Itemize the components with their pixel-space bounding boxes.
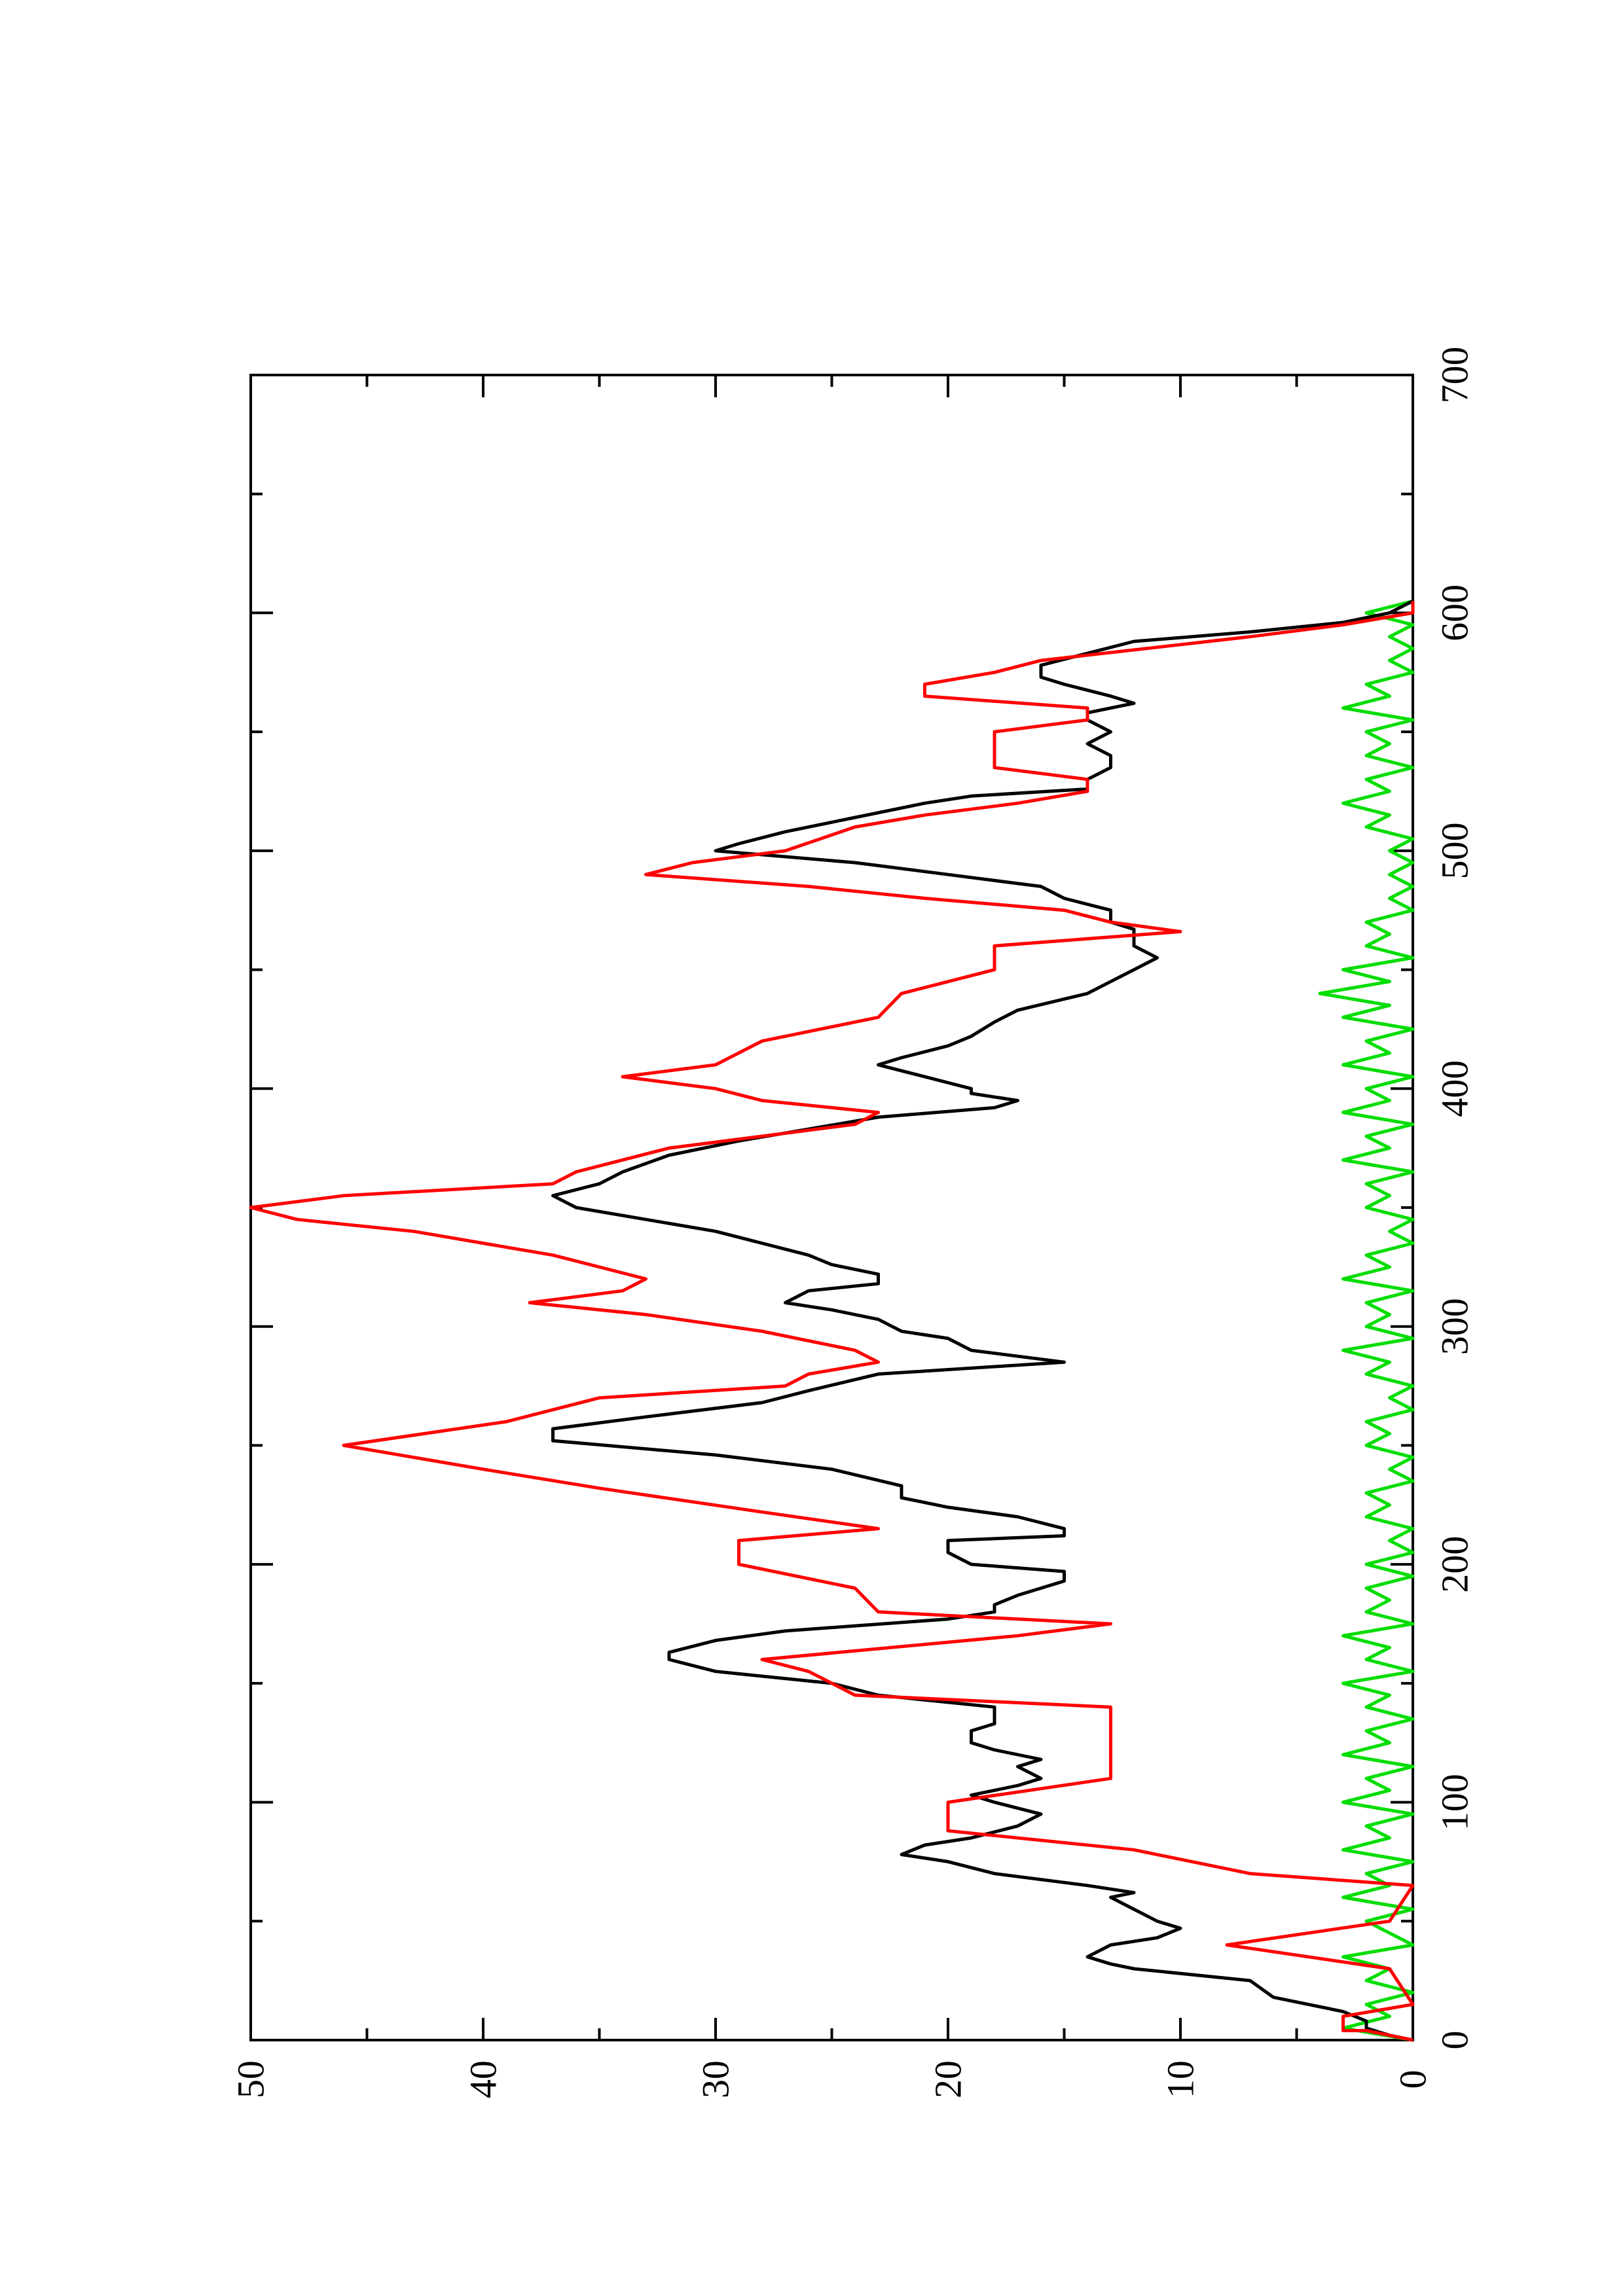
series-line-0: [551, 600, 1414, 2042]
x-tick-labels: 0 100 200 300 400 500 600 700: [1434, 347, 1476, 2050]
x-tick-label: 200: [1434, 1536, 1476, 1593]
x-tick-label: 500: [1434, 822, 1476, 879]
y-tick-label: 40: [462, 2060, 505, 2098]
y-tick-labels: 0 10 20 30 40 50: [230, 2060, 1434, 2098]
x-tick-label: 0: [1434, 2031, 1476, 2050]
series-line-1: [249, 601, 1415, 2042]
x-tick-label: 300: [1434, 1298, 1476, 1355]
series-line-2: [1318, 599, 1415, 2042]
y-tick-label: 20: [927, 2060, 970, 2098]
plot-frame: [249, 374, 1414, 2041]
x-tick-label: 600: [1434, 584, 1476, 641]
y-tick-label: 10: [1159, 2060, 1202, 2098]
axis-ticks: [249, 374, 1414, 2041]
y-tick-label: 50: [230, 2060, 272, 2098]
x-tick-label: 100: [1434, 1774, 1476, 1831]
y-tick-label: 0: [1392, 2070, 1434, 2089]
plot-border: [249, 374, 1414, 2041]
series-layer: [249, 599, 1415, 2042]
x-tick-label: 700: [1434, 347, 1476, 404]
y-tick-label: 30: [695, 2060, 737, 2098]
x-tick-label: 400: [1434, 1060, 1476, 1117]
